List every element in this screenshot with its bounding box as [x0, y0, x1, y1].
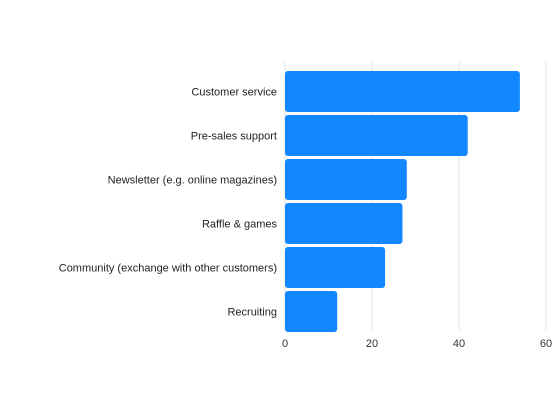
category-label: Pre-sales support — [191, 131, 277, 143]
x-axis-tick-labels: 0 20 40 60 — [282, 338, 552, 350]
category-label: Customer service — [191, 87, 277, 99]
bar — [285, 71, 520, 112]
x-tick-label: 60 — [540, 338, 552, 350]
bar — [285, 203, 403, 244]
x-tick-label: 20 — [366, 338, 378, 350]
x-tick-label: 0 — [282, 338, 288, 350]
category-label: Community (exchange with other customers… — [59, 263, 277, 275]
category-label: Recruiting — [227, 307, 277, 319]
bar — [285, 291, 338, 332]
bars — [285, 71, 520, 332]
category-label: Newsletter (e.g. online magazines) — [108, 175, 277, 187]
bar — [285, 247, 386, 288]
bar — [285, 115, 468, 156]
category-label: Raffle & games — [202, 219, 278, 231]
category-labels: Customer service Pre-sales support Newslet… — [59, 87, 278, 319]
x-tick-label: 40 — [453, 338, 465, 350]
bar — [285, 159, 407, 200]
